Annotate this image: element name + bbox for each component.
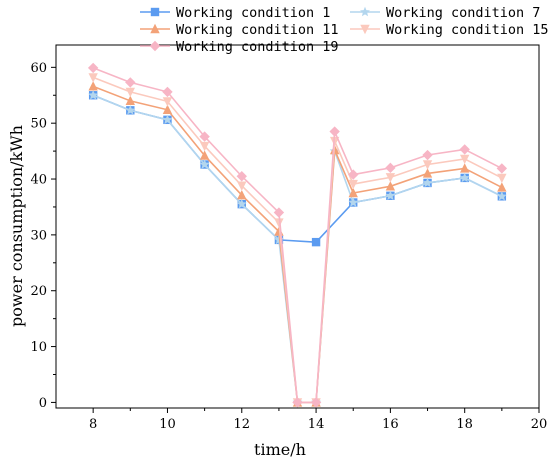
data-point	[422, 160, 433, 170]
data-point	[162, 114, 173, 125]
data-point	[199, 141, 210, 152]
series-5	[87, 62, 508, 408]
y-tick-label: 50	[30, 117, 47, 132]
data-point	[496, 191, 507, 201]
legend-label: Working condition 11	[176, 22, 339, 38]
series-3	[88, 81, 507, 407]
data-point	[348, 179, 358, 190]
series-2	[88, 90, 507, 407]
series-layer	[87, 62, 508, 408]
axes: 8 10 12 14 16 18 20 0 10 20 30 40 50 60	[30, 61, 547, 432]
y-tick-label: 60	[30, 61, 47, 76]
data-point	[348, 187, 358, 198]
y-tick-label: 40	[30, 173, 47, 188]
x-axis-title: time/h	[254, 440, 306, 459]
data-point	[422, 168, 433, 178]
data-point	[385, 162, 396, 174]
legend-item: Working condition 15	[350, 22, 549, 38]
y-tick-label: 20	[30, 284, 47, 299]
data-point	[125, 77, 136, 88]
legend-label: Working condition 15	[386, 22, 549, 38]
data-point	[459, 163, 470, 173]
data-point	[310, 397, 322, 408]
data-point	[385, 181, 396, 191]
y-axis-title: power consumption/kWh	[7, 125, 26, 327]
data-point	[422, 177, 433, 188]
legend-label: Working condition 19	[176, 39, 339, 55]
legend-marker	[150, 23, 160, 34]
legend-marker	[150, 7, 160, 17]
legend-label: Working condition 1	[176, 5, 330, 21]
plot-frame	[55, 44, 540, 409]
data-point	[459, 144, 470, 155]
data-point	[88, 90, 99, 100]
data-point	[125, 95, 136, 106]
data-point	[199, 159, 210, 169]
series-line	[92, 85, 503, 404]
legend-item: Working condition 7	[350, 5, 540, 21]
legend-item: Working condition 1	[140, 5, 330, 21]
data-point	[497, 182, 507, 192]
data-point	[348, 197, 359, 207]
x-tick-label: 20	[531, 417, 548, 432]
legend-marker	[360, 24, 370, 35]
series-1	[88, 91, 507, 247]
y-tick-label: 10	[30, 340, 47, 355]
data-point	[422, 149, 433, 161]
series-line	[92, 76, 503, 404]
legend-marker	[360, 6, 370, 17]
data-point	[385, 173, 396, 183]
data-point	[292, 397, 303, 408]
data-point	[88, 73, 98, 83]
series-line	[92, 67, 503, 404]
data-point	[236, 171, 247, 182]
data-point	[329, 126, 340, 137]
data-point	[162, 86, 173, 98]
data-point	[348, 169, 359, 180]
data-point	[497, 173, 507, 184]
series-line	[92, 94, 503, 404]
data-point	[273, 207, 285, 218]
data-point	[237, 181, 247, 191]
x-tick-label: 8	[89, 417, 97, 432]
data-point	[459, 154, 470, 165]
x-tick-label: 10	[159, 417, 176, 432]
x-tick-label: 12	[233, 417, 250, 432]
x-tick-label: 18	[456, 417, 473, 432]
data-point	[162, 97, 173, 107]
x-tick-label: 16	[382, 417, 399, 432]
legend-item: Working condition 11	[140, 22, 339, 38]
data-point	[199, 131, 210, 142]
data-point	[311, 237, 321, 247]
data-point	[496, 163, 508, 174]
data-point	[237, 190, 247, 200]
data-point	[125, 105, 136, 115]
y-tick-label: 30	[30, 228, 47, 243]
data-point	[125, 87, 136, 98]
data-point	[199, 150, 210, 160]
x-tick-label: 14	[308, 417, 325, 432]
legend-label: Working condition 7	[386, 5, 540, 21]
data-point	[236, 198, 247, 209]
legend-item: Working condition 19	[140, 39, 339, 55]
legend-marker	[149, 40, 161, 52]
data-point	[88, 81, 98, 91]
data-point	[459, 172, 470, 183]
y-tick-label: 0	[39, 396, 47, 411]
data-point	[162, 104, 173, 114]
data-point	[87, 62, 99, 74]
data-point	[385, 190, 396, 200]
data-point	[274, 218, 284, 228]
